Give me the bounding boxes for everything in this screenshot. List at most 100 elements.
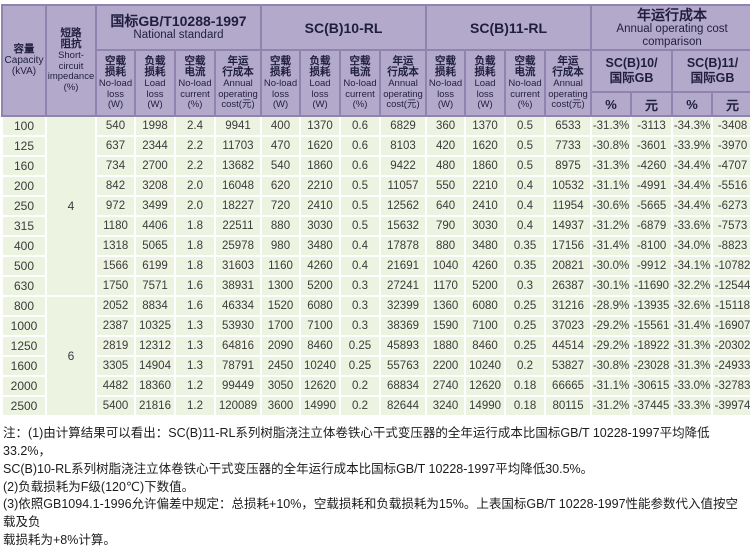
value-cell: 53930 — [214, 315, 262, 338]
value-cell: 540 — [260, 155, 301, 178]
group-header-cost-comparison-en: Annual operating cost comparison — [616, 23, 728, 48]
capacity-cell: 200 — [1, 175, 47, 198]
value-cell: -28.9% — [590, 295, 633, 318]
value-cell: -31.1% — [590, 175, 633, 198]
table-row: 500 1566 6199 1.8 31603 1160 4260 0.4 21691 1040 4… — [1, 255, 750, 278]
table-row: 2000 4482 18360 1.2 99449 3050 12620 0.2 68834 27… — [1, 375, 750, 398]
value-cell: 6080 — [464, 295, 507, 318]
value-cell: 1370 — [299, 115, 341, 138]
value-cell: 3480 — [299, 235, 341, 258]
value-cell: 31216 — [544, 295, 593, 318]
footnotes: 注：(1)由计算结果可以看出：SC(B)11-RL系列树脂浇注立体卷铁心干式变压… — [3, 426, 739, 547]
value-cell: 21691 — [378, 255, 428, 278]
subcol-scb11-load-loss: 负载 损耗 Load loss (W) — [464, 49, 507, 118]
value-cell: 22511 — [214, 215, 262, 238]
value-cell: -3408 — [711, 115, 750, 138]
value-cell: 25978 — [214, 235, 262, 258]
value-cell: 18360 — [134, 375, 176, 398]
value-cell: 0.4 — [504, 195, 547, 218]
table-row: 125 637 2344 2.2 11703 470 1620 0.6 8103 420 1620 0… — [1, 135, 750, 158]
value-cell: -30.6% — [590, 195, 633, 218]
value-cell: 6829 — [378, 115, 428, 138]
table-row: 400 1318 5065 1.8 25978 980 3480 0.4 17878 880 348… — [1, 235, 750, 258]
subcol-en: No-load current (%) — [343, 77, 377, 111]
value-cell: 2700 — [134, 155, 176, 178]
value-cell: 0.25 — [504, 315, 547, 338]
group-header-national-standard-en: National standard — [133, 29, 224, 42]
value-cell: 5200 — [299, 275, 341, 298]
value-cell: -8100 — [630, 235, 674, 258]
value-cell: 31603 — [214, 255, 262, 278]
value-cell: 637 — [95, 135, 136, 158]
impedance-cell: 6 — [45, 295, 97, 418]
subcol-en: No-load loss (W) — [98, 77, 133, 111]
table-row: 100 4 540 1998 2.4 9941 400 1370 0.6 6829 360 1370 0… — [1, 115, 750, 298]
value-cell: 0.2 — [339, 395, 381, 418]
value-cell: 0.25 — [339, 335, 381, 358]
value-cell: -30.1% — [590, 275, 633, 298]
subcol-scb11-noload-current: 空载 电流 No-load current (%) — [504, 49, 547, 118]
value-cell: 82644 — [378, 395, 428, 418]
table-row: 1600 3305 14904 1.3 78791 2450 10240 0.25 55763 2… — [1, 355, 750, 378]
value-cell: 6199 — [134, 255, 176, 278]
value-cell: 10532 — [544, 175, 593, 198]
value-cell: -39974 — [711, 395, 750, 418]
value-cell: 0.3 — [339, 275, 381, 298]
value-cell: 1998 — [134, 115, 176, 138]
value-cell: 0.25 — [504, 335, 547, 358]
subcol-gb-noload-current: 空载 电流 No-load current (%) — [174, 49, 216, 118]
value-cell: 2.2 — [174, 135, 216, 158]
table-row: 1250 2819 12312 1.3 64816 2090 8460 0.25 45893 18… — [1, 335, 750, 358]
value-cell: 1880 — [425, 335, 467, 358]
value-cell: 14990 — [464, 395, 507, 418]
value-cell: -3970 — [711, 135, 750, 158]
value-cell: -10782 — [711, 255, 750, 278]
value-cell: 14937 — [544, 215, 593, 238]
value-cell: 11703 — [214, 135, 262, 158]
subcol-en: Load loss (W) — [144, 77, 166, 111]
value-cell: -24933 — [711, 355, 750, 378]
value-cell: -12544 — [711, 275, 750, 298]
value-cell: 27241 — [378, 275, 428, 298]
group-header-scb10-label: SC(B)10-RL — [304, 19, 383, 36]
value-cell: 12620 — [464, 375, 507, 398]
capacity-cell: 250 — [1, 195, 47, 218]
value-cell: 2450 — [260, 355, 301, 378]
value-cell: 1.8 — [174, 215, 216, 238]
value-cell: 2210 — [299, 175, 341, 198]
unit-header-yuan: 元 — [711, 91, 750, 118]
value-cell: 37023 — [544, 315, 593, 338]
subcol-cn: 空载 损耗 — [270, 54, 291, 79]
value-cell: 8834 — [134, 295, 176, 318]
transformer-comparison-table: 容量 Capacity (kVA) 短路 阻抗 Short- circuit i… — [1, 3, 750, 418]
value-cell: 880 — [425, 235, 467, 258]
table-row: 1000 2387 10325 1.3 53930 1700 7100 0.3 38369 159… — [1, 315, 750, 338]
value-cell: -34.4% — [671, 175, 714, 198]
value-cell: 0.18 — [504, 395, 547, 418]
capacity-cell: 630 — [1, 275, 47, 298]
value-cell: 1.6 — [174, 275, 216, 298]
value-cell: 12620 — [299, 375, 341, 398]
value-cell: 10240 — [464, 355, 507, 378]
value-cell: 842 — [95, 175, 136, 198]
value-cell: 2.0 — [174, 195, 216, 218]
value-cell: 0.5 — [339, 215, 381, 238]
unit-header-yuan: 元 — [630, 91, 674, 118]
col-header-capacity-cn: 容量 — [13, 42, 35, 55]
value-cell: -31.3% — [671, 355, 714, 378]
value-cell: 3208 — [134, 175, 176, 198]
value-cell: -31.3% — [671, 335, 714, 358]
value-cell: -34.1% — [671, 255, 714, 278]
value-cell: 68834 — [378, 375, 428, 398]
value-cell: -32783 — [711, 375, 750, 398]
capacity-cell: 160 — [1, 155, 47, 178]
table-row: 800 6 2052 8834 1.6 46334 1520 6080 0.3 32399 1360… — [1, 295, 750, 418]
value-cell: 1.8 — [174, 235, 216, 258]
value-cell: 8975 — [544, 155, 593, 178]
value-cell: 9422 — [378, 155, 428, 178]
subcol-scb10-noload-current: 空载 电流 No-load current (%) — [339, 49, 381, 118]
subcol-cn: 空载 电流 — [514, 54, 536, 79]
value-cell: 8103 — [378, 135, 428, 158]
value-cell: 1180 — [95, 215, 136, 238]
value-cell: 2.2 — [174, 155, 216, 178]
